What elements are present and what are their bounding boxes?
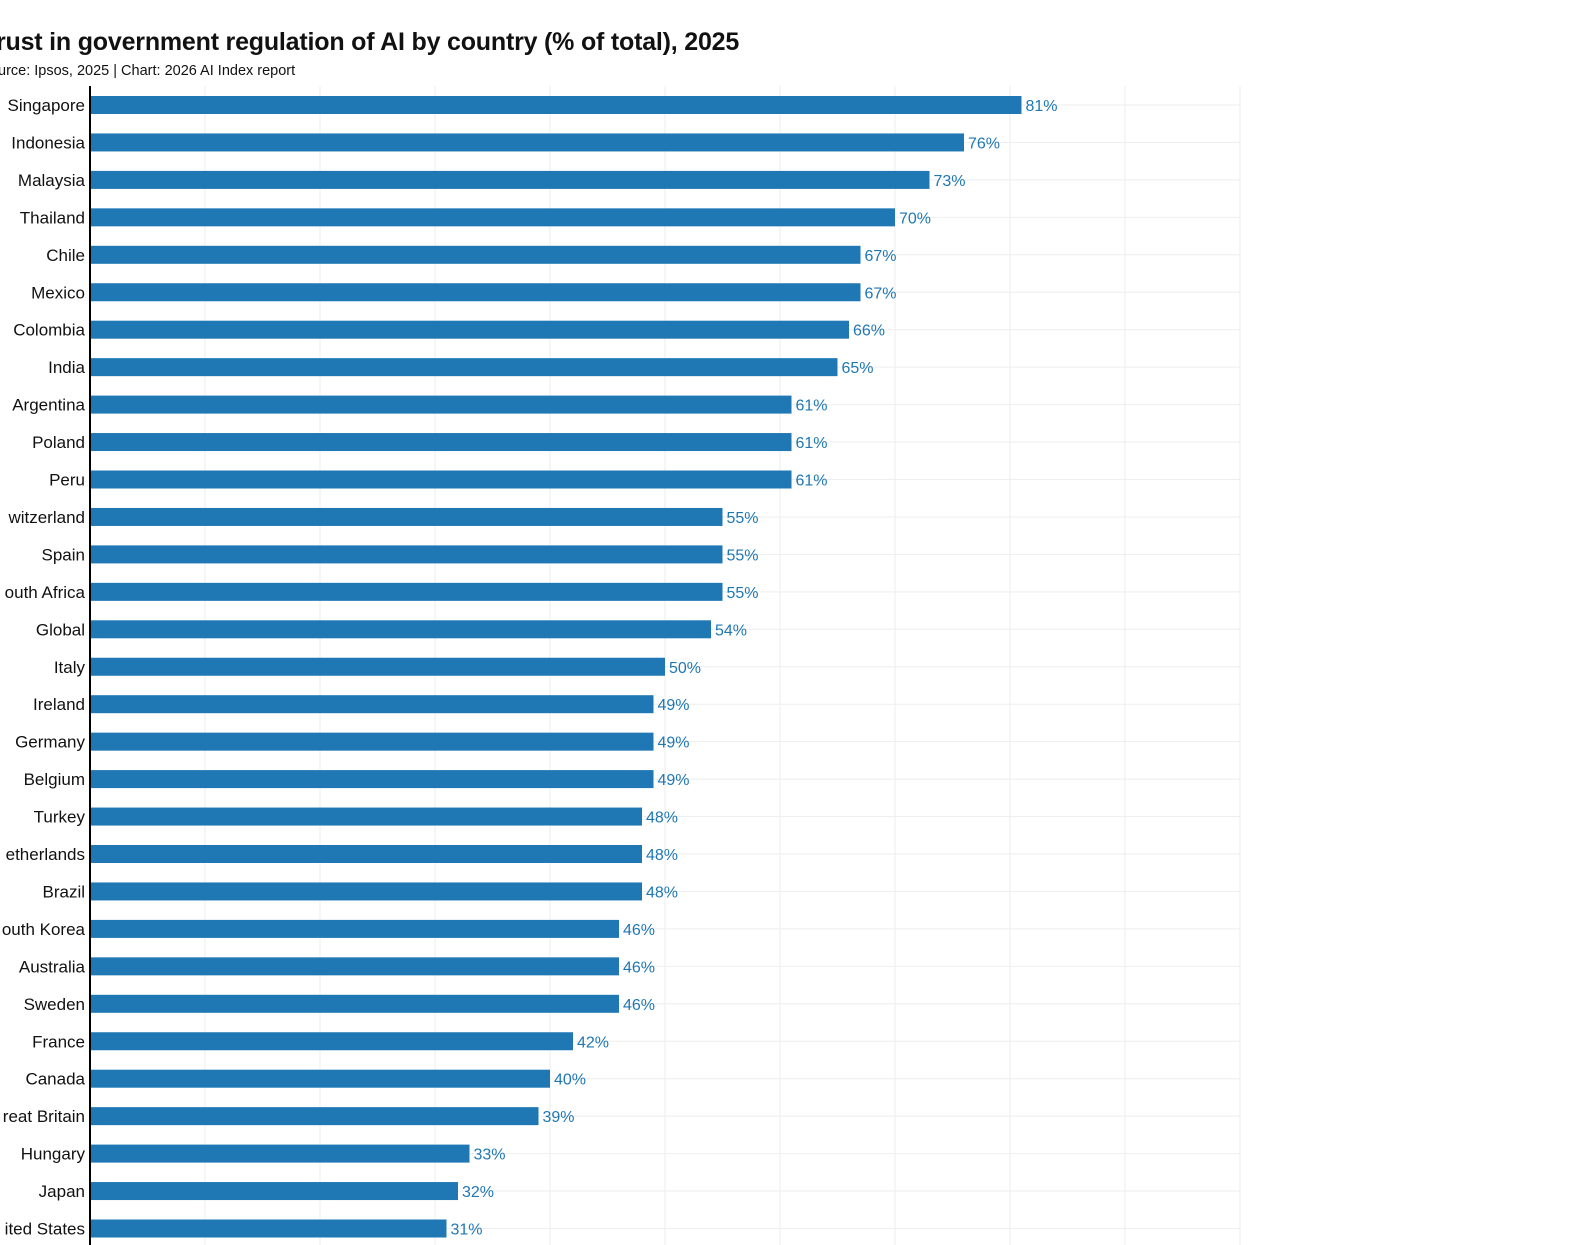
category-label: Brazil — [42, 882, 85, 901]
category-label: Indonesia — [11, 133, 85, 152]
bar — [90, 882, 642, 901]
value-label: 42% — [577, 1034, 609, 1051]
bar — [90, 1032, 573, 1051]
value-label: 55% — [727, 547, 759, 564]
category-label: Malaysia — [18, 171, 86, 190]
value-label: 48% — [646, 884, 678, 901]
bar — [90, 320, 849, 339]
category-label: Belgium — [24, 770, 85, 789]
bar — [90, 620, 711, 639]
value-label: 46% — [623, 997, 655, 1014]
category-label: France — [32, 1032, 85, 1051]
category-label: witzerland — [7, 508, 85, 527]
category-label: etherlands — [6, 845, 85, 864]
bar — [90, 1107, 539, 1126]
category-label: Australia — [19, 957, 86, 976]
chart-title: rust in government regulation of AI by c… — [0, 28, 740, 56]
bar — [90, 507, 723, 526]
value-label: 50% — [669, 660, 701, 677]
bar — [90, 1182, 458, 1201]
category-label: Turkey — [34, 808, 86, 827]
value-label: 65% — [842, 360, 874, 377]
bar — [90, 1219, 447, 1238]
value-label: 46% — [623, 922, 655, 939]
value-label: 54% — [715, 622, 747, 639]
bar — [90, 208, 895, 227]
category-label: Ireland — [33, 695, 85, 714]
category-label: Argentina — [12, 396, 85, 415]
bar — [90, 170, 930, 189]
category-label: Thailand — [20, 208, 85, 227]
value-label: 40% — [554, 1072, 586, 1089]
value-label: 76% — [968, 135, 1000, 152]
bar — [90, 1144, 470, 1163]
value-label: 48% — [646, 810, 678, 827]
category-label: outh Korea — [2, 920, 86, 939]
value-label: 33% — [474, 1147, 506, 1164]
bar — [90, 433, 792, 452]
category-label: Italy — [54, 658, 86, 677]
value-label: 55% — [727, 510, 759, 527]
bar — [90, 470, 792, 489]
bar — [90, 919, 619, 938]
value-label: 81% — [1026, 98, 1058, 115]
category-label: Germany — [15, 733, 85, 752]
bar — [90, 245, 861, 264]
bars — [90, 96, 1022, 1238]
category-label: Sweden — [24, 995, 85, 1014]
category-label: ited States — [5, 1220, 85, 1239]
category-label: Chile — [46, 246, 85, 265]
category-label: India — [48, 358, 85, 377]
bar — [90, 994, 619, 1013]
bar — [90, 133, 964, 152]
bar — [90, 695, 654, 714]
category-label: Spain — [42, 545, 85, 564]
category-label: Singapore — [7, 96, 85, 115]
bar — [90, 845, 642, 863]
value-label: 46% — [623, 959, 655, 976]
value-label: 66% — [853, 323, 885, 340]
value-label: 49% — [658, 697, 690, 714]
category-label: Mexico — [31, 283, 85, 302]
value-label: 70% — [899, 210, 931, 227]
bar — [90, 582, 723, 601]
bar — [90, 1069, 550, 1088]
value-label: 67% — [865, 248, 897, 265]
category-label: Japan — [39, 1182, 85, 1201]
chart-subtitle: urce: Ipsos, 2025 | Chart: 2026 AI Index… — [0, 63, 296, 79]
labels: Singapore 81% Indonesia 76% Malaysia 73% Thail… — [2, 96, 1058, 1239]
value-label: 55% — [727, 585, 759, 602]
bar — [90, 770, 654, 789]
category-label: Canada — [25, 1070, 85, 1089]
category-label: Hungary — [21, 1145, 86, 1164]
value-label: 31% — [451, 1222, 483, 1239]
bar — [90, 545, 723, 564]
category-label: Poland — [32, 433, 85, 452]
value-label: 39% — [543, 1109, 575, 1126]
value-label: 48% — [646, 847, 678, 864]
bar — [90, 732, 654, 751]
value-label: 61% — [796, 398, 828, 415]
value-label: 32% — [462, 1184, 494, 1201]
category-label: Global — [36, 620, 85, 639]
bar — [90, 283, 861, 302]
category-label: reat Britain — [3, 1107, 85, 1126]
category-label: outh Africa — [5, 583, 86, 602]
bar — [90, 957, 619, 976]
bar — [90, 358, 838, 377]
value-label: 61% — [796, 473, 828, 490]
bar — [90, 96, 1022, 114]
bar — [90, 807, 642, 826]
value-label: 49% — [658, 772, 690, 789]
bar — [90, 657, 665, 676]
category-label: Colombia — [13, 321, 85, 340]
value-label: 67% — [865, 285, 897, 302]
value-label: 73% — [934, 173, 966, 190]
value-label: 61% — [796, 435, 828, 452]
bar — [90, 395, 792, 414]
value-label: 49% — [658, 735, 690, 752]
category-label: Peru — [49, 471, 85, 490]
